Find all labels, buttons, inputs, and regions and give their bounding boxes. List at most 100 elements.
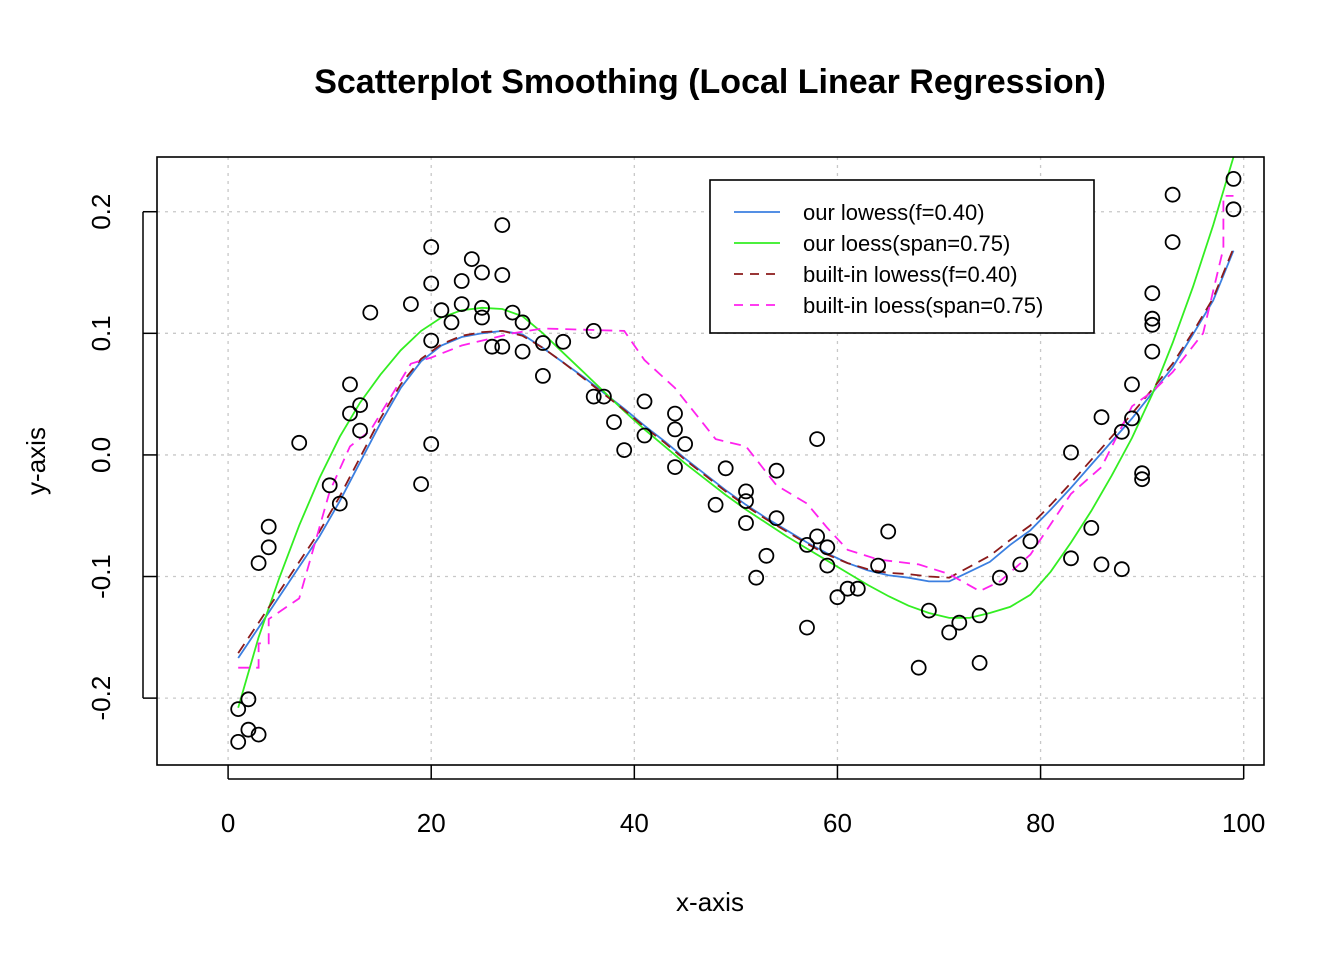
data-point — [880, 523, 897, 540]
data-point — [423, 275, 440, 292]
data-point — [494, 267, 511, 283]
data-point — [474, 264, 490, 281]
data-point — [331, 495, 348, 512]
data-point — [799, 619, 815, 636]
data-point — [636, 427, 653, 444]
data-point — [738, 493, 754, 510]
data-point — [504, 304, 521, 321]
data-point — [453, 296, 470, 313]
data-point — [423, 239, 440, 255]
data-point — [667, 405, 683, 422]
data-point — [484, 338, 501, 355]
data-point — [291, 434, 308, 451]
data-point — [1134, 465, 1150, 482]
data-point — [809, 528, 825, 545]
legend-label-0: our lowess(f=0.40) — [803, 200, 985, 225]
data-point — [1063, 550, 1079, 567]
data-point — [1124, 376, 1140, 393]
data-point — [992, 569, 1008, 586]
data-point — [423, 332, 440, 349]
data-point — [1063, 444, 1079, 461]
data-point — [230, 734, 247, 750]
series-line-0 — [237, 250, 1235, 659]
x-tick-label: 80 — [1026, 808, 1055, 838]
data-point — [240, 721, 257, 738]
data-point — [748, 569, 765, 586]
x-axis: 0 20 40 60 80 100 — [221, 765, 1265, 838]
data-point — [250, 555, 267, 571]
x-tick-label: 60 — [823, 808, 852, 838]
data-point — [260, 539, 277, 556]
data-point — [1093, 556, 1110, 573]
data-point — [636, 393, 653, 410]
y-axis: -0.2 -0.1 0.0 0.1 0.2 — [86, 194, 157, 721]
data-point — [535, 367, 551, 384]
data-point — [971, 655, 988, 671]
data-point — [1225, 201, 1242, 218]
data-point — [413, 476, 430, 493]
data-point — [260, 518, 277, 535]
data-point — [443, 314, 460, 331]
x-axis-label: x-axis — [676, 887, 744, 917]
data-point — [1144, 316, 1161, 333]
y-tick-label: -0.2 — [86, 676, 116, 721]
data-point — [819, 539, 836, 556]
data-point — [423, 436, 440, 452]
data-point — [433, 302, 450, 319]
x-tick-label: 40 — [620, 808, 649, 838]
data-point — [250, 726, 267, 743]
data-point — [667, 421, 683, 438]
data-point — [1225, 170, 1242, 187]
data-point — [738, 515, 754, 531]
x-tick-label: 0 — [221, 808, 235, 838]
data-point — [1022, 533, 1039, 550]
data-point — [1012, 556, 1029, 573]
data-point — [342, 376, 358, 393]
data-point — [402, 296, 419, 313]
legend-label-3: built-in loess(span=0.75) — [803, 293, 1043, 318]
data-point — [1134, 471, 1150, 488]
data-point — [362, 304, 379, 321]
data-point — [596, 388, 612, 405]
legend-label-2: built-in lowess(f=0.40) — [803, 262, 1018, 287]
y-tick-label: 0.2 — [86, 194, 116, 230]
data-point — [342, 405, 358, 422]
data-point — [839, 580, 856, 597]
data-point — [606, 414, 622, 431]
y-axis-label: y-axis — [21, 427, 51, 495]
data-point — [951, 614, 968, 631]
x-tick-label: 100 — [1222, 808, 1265, 838]
x-tick-label: 20 — [417, 808, 446, 838]
plot-frame — [156, 156, 1265, 766]
data-point — [819, 557, 836, 574]
data-point — [758, 547, 775, 564]
data-point — [514, 343, 531, 360]
data-point — [352, 397, 369, 414]
data-point — [870, 557, 886, 574]
data-point — [717, 460, 734, 477]
y-tick-label: -0.1 — [86, 554, 116, 599]
data-point — [494, 338, 511, 355]
data-point — [321, 477, 338, 494]
series-line-2 — [237, 247, 1235, 654]
data-point — [474, 309, 490, 326]
series-line-1 — [237, 157, 1235, 709]
data-point — [941, 624, 958, 641]
data-point — [463, 251, 480, 268]
data-point — [1164, 186, 1181, 203]
data-point — [514, 314, 531, 331]
series-line-3 — [238, 195, 1234, 669]
data-point — [230, 701, 247, 717]
data-point — [352, 422, 369, 439]
data-point — [738, 483, 754, 500]
data-point — [453, 273, 470, 289]
data-point — [1144, 310, 1161, 327]
data-point — [768, 510, 785, 527]
data-points — [230, 170, 1242, 750]
y-tick-label: 0.0 — [86, 437, 116, 473]
data-point — [829, 589, 846, 606]
legend: our lowess(f=0.40) our loess(span=0.75) bu… — [709, 179, 1095, 334]
data-point — [535, 335, 551, 351]
